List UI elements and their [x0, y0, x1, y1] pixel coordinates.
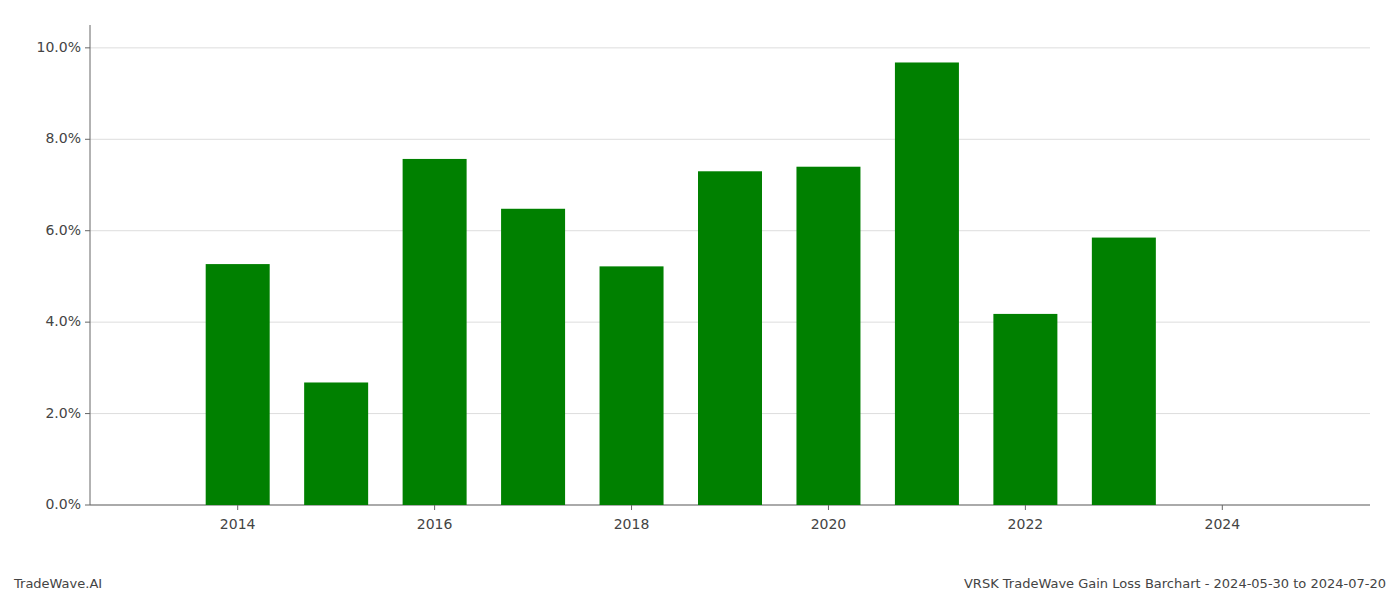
y-tick-label: 0.0%: [45, 496, 81, 512]
grid: [90, 48, 1370, 505]
x-tick: [1025, 505, 1026, 510]
title: VRSK TradeWave Gain Loss Barchart - 2024…: [964, 576, 1386, 591]
x-tick: [1222, 505, 1223, 510]
y-tick-label: 6.0%: [45, 222, 81, 238]
axes: 0.0% 2.0% 4.0% 6.0% 8.0% 10.0% 2014 2016 2018 202…: [37, 25, 1370, 532]
x-tick-label: 2022: [1008, 516, 1044, 532]
x-tick: [828, 505, 829, 510]
y-tick: [85, 230, 90, 231]
chart-svg: 0.0% 2.0% 4.0% 6.0% 8.0% 10.0% 2014 2016 2018 202…: [0, 0, 1400, 600]
x-tick-label: 2024: [1204, 516, 1240, 532]
bar: [206, 264, 270, 505]
y-tick: [85, 413, 90, 414]
y-axis-line: [90, 25, 91, 505]
x-tick: [434, 505, 435, 510]
texts: TradeWave.AI VRSK TradeWave Gain Loss Bar…: [13, 576, 1386, 591]
x-tick: [237, 505, 238, 510]
grid-line: [90, 139, 1370, 140]
x-tick-label: 2018: [614, 516, 650, 532]
bar: [304, 382, 368, 505]
bar: [698, 171, 762, 505]
bar: [796, 167, 860, 505]
y-tick: [85, 139, 90, 140]
y-tick: [85, 47, 90, 48]
x-tick-label: 2016: [417, 516, 453, 532]
bar: [501, 209, 565, 505]
y-tick: [85, 322, 90, 323]
chart-container: 0.0% 2.0% 4.0% 6.0% 8.0% 10.0% 2014 2016 2018 202…: [0, 0, 1400, 600]
x-tick: [631, 505, 632, 510]
background: [0, 0, 1400, 600]
bar: [1092, 238, 1156, 505]
y-tick-label: 4.0%: [45, 313, 81, 329]
y-tick-label: 8.0%: [45, 130, 81, 146]
bar: [600, 266, 664, 505]
grid-line: [90, 47, 1370, 48]
bars: [206, 62, 1156, 505]
x-tick-label: 2014: [220, 516, 256, 532]
watermark: TradeWave.AI: [13, 576, 102, 591]
y-tick: [85, 505, 90, 506]
bar: [993, 314, 1057, 505]
bar: [403, 159, 467, 505]
bar: [895, 62, 959, 505]
y-tick-label: 10.0%: [37, 39, 81, 55]
y-tick-label: 2.0%: [45, 405, 81, 421]
x-tick-label: 2020: [811, 516, 847, 532]
